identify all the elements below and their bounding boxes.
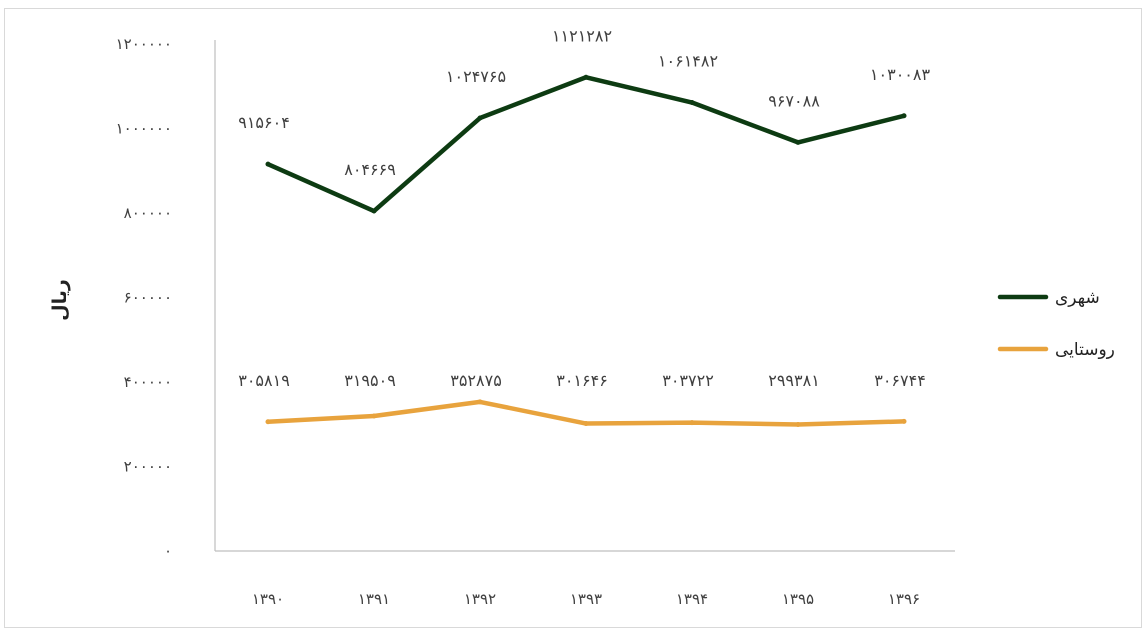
x-tick-label: ۱۳۹۲ <box>464 590 496 608</box>
x-tick-label: ۱۳۹۱ <box>358 590 390 608</box>
legend-label: شهری <box>1055 288 1100 308</box>
x-tick-labels: ۱۳۹۰ ۱۳۹۱ ۱۳۹۲ ۱۳۹۳ ۱۳۹۴ ۱۳۹۵ ۱۳۹۶ <box>252 590 920 608</box>
data-point <box>689 420 695 426</box>
data-label: ۸۰۴۶۶۹ <box>344 160 396 179</box>
data-label: ۹۶۷۰۸۸ <box>768 91 820 110</box>
data-point <box>689 100 695 106</box>
data-point <box>371 208 377 214</box>
y-tick-label: ۸۰۰۰۰۰ <box>124 204 172 222</box>
legend-label: روستایی <box>1055 340 1115 360</box>
data-label: ۳۰۱۶۴۶ <box>556 371 608 390</box>
data-label: ۹۱۵۶۰۴ <box>238 113 290 132</box>
data-label: ۱۰۳۰۰۸۳ <box>870 65 931 84</box>
data-label: ۱۰۶۱۴۸۲ <box>658 52 718 71</box>
data-label: ۱۰۲۴۷۶۵ <box>446 67 506 86</box>
data-point <box>583 74 589 80</box>
x-tick-label: ۱۳۹۶ <box>888 590 920 608</box>
data-point <box>583 421 589 427</box>
x-tick-label: ۱۳۹۵ <box>782 590 814 608</box>
data-point <box>477 399 483 405</box>
series-lines <box>265 74 907 428</box>
data-point <box>795 139 801 145</box>
y-tick-label: ۰ <box>164 542 172 560</box>
x-tick-label: ۱۳۹۳ <box>570 590 602 608</box>
data-label: ۳۵۲۸۷۵ <box>450 371 502 390</box>
data-point <box>795 422 801 428</box>
data-point <box>477 115 483 121</box>
y-tick-labels: ۰ ۲۰۰۰۰۰ ۴۰۰۰۰۰ ۶۰۰۰۰۰ ۸۰۰۰۰۰ ۱۰۰۰۰۰۰ ۱۲۰۰۰۰۰ <box>116 35 172 560</box>
data-point <box>265 161 271 167</box>
data-point <box>371 413 377 419</box>
data-label: ۳۰۶۷۴۴ <box>874 371 926 390</box>
chart-frame <box>4 8 1142 628</box>
data-point <box>265 419 271 425</box>
y-tick-label: ۴۰۰۰۰۰ <box>124 373 172 391</box>
x-tick-label: ۱۳۹۰ <box>252 590 284 608</box>
x-tick-label: ۱۳۹۴ <box>676 590 708 608</box>
y-tick-label: ۱۲۰۰۰۰۰ <box>116 35 172 53</box>
y-tick-label: ۶۰۰۰۰۰ <box>124 289 172 307</box>
data-label: ۳۰۳۷۲۲ <box>662 371 714 390</box>
data-labels: ۹۱۵۶۰۴ ۸۰۴۶۶۹ ۱۰۲۴۷۶۵ ۱۱۲۱۲۸۲ ۱۰۶۱۴۸۲ ۹۶۷۰۸۸ ۱… <box>238 26 930 390</box>
data-point <box>901 113 907 119</box>
chart-axes <box>214 40 955 552</box>
data-point <box>901 418 907 424</box>
legend: شهری روستایی <box>997 288 1115 360</box>
data-label: ۳۱۹۵۰۹ <box>344 371 396 390</box>
data-label: ۳۰۵۸۱۹ <box>238 371 290 390</box>
y-tick-label: ۲۰۰۰۰۰ <box>124 458 172 476</box>
y-axis-label: ریال <box>49 279 71 321</box>
y-tick-label: ۱۰۰۰۰۰۰ <box>116 120 172 138</box>
data-label: ۲۹۹۳۸۱ <box>768 371 820 390</box>
data-label: ۱۱۲۱۲۸۲ <box>552 26 612 45</box>
